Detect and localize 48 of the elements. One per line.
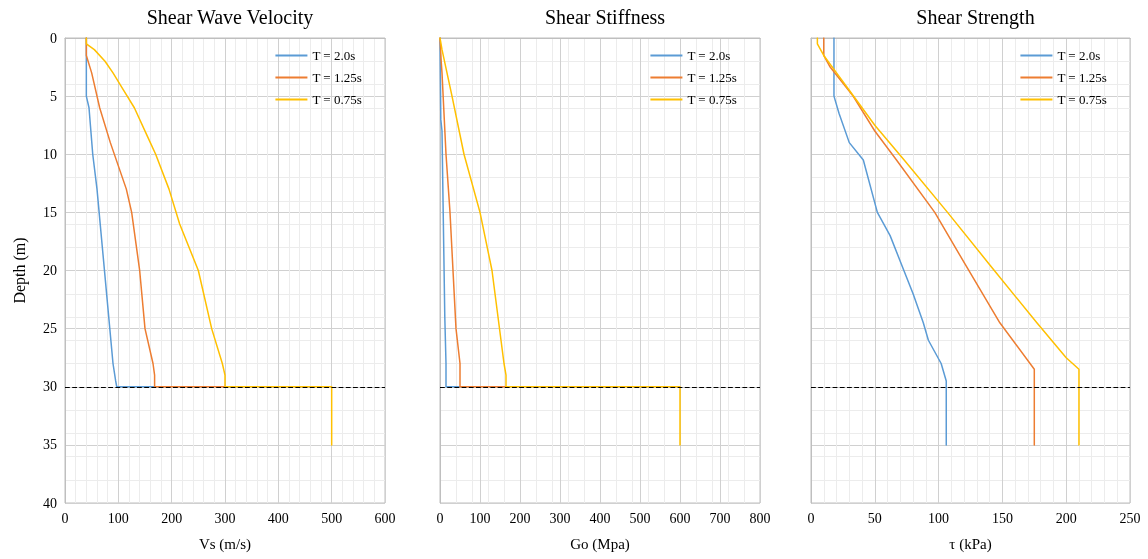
x-tick-label: 200	[509, 510, 531, 526]
y-tick-label: 40	[43, 495, 57, 511]
chart-title: Shear Stiffness	[544, 6, 666, 28]
x-tick-label: 500	[629, 510, 651, 526]
y-tick-label: 35	[43, 437, 57, 453]
y-tick-label: 10	[43, 146, 57, 162]
y-tick-label: 5	[50, 88, 57, 104]
legend-label: T = 1.25s	[687, 70, 737, 85]
legend-label: T = 2.0s	[1057, 48, 1101, 63]
legend-label: T = 2.0s	[312, 48, 356, 63]
x-tick-label: 250	[1119, 510, 1141, 526]
y-tick-label: 25	[43, 321, 57, 337]
x-tick-label: 800	[749, 510, 771, 526]
x-axis-title: Vs (m/s)	[198, 535, 252, 553]
legend-label: T = 0.75s	[312, 92, 362, 107]
legend-label: T = 0.75s	[1057, 92, 1107, 107]
y-tick-label: 15	[43, 204, 57, 220]
x-tick-label: 200	[1055, 510, 1077, 526]
x-tick-label: 200	[161, 510, 183, 526]
x-tick-label: 300	[214, 510, 236, 526]
x-tick-label: 100	[469, 510, 491, 526]
chart-title: Shear Strength	[916, 6, 1035, 29]
x-tick-label: 0	[61, 510, 69, 526]
x-tick-label: 400	[589, 510, 611, 526]
x-axis-title: Go (Mpa)	[570, 535, 630, 553]
x-tick-label: 0	[807, 510, 815, 526]
x-tick-label: 600	[669, 510, 691, 526]
legend-label: T = 1.25s	[1057, 70, 1107, 85]
x-axis-title: τ (kPa)	[949, 535, 992, 553]
x-tick-label: 100	[928, 510, 950, 526]
x-tick-label: 700	[709, 510, 731, 526]
x-tick-label: 300	[549, 510, 571, 526]
y-tick-label: 0	[50, 30, 57, 46]
legend-label: T = 1.25s	[312, 70, 362, 85]
x-tick-label: 0	[436, 510, 444, 526]
line-series	[85, 37, 333, 446]
y-tick-label: 30	[43, 379, 57, 395]
y-tick-label: 20	[43, 263, 57, 278]
x-tick-label: 500	[321, 510, 343, 526]
x-tick-label: 150	[991, 510, 1013, 526]
x-tick-label: 100	[107, 510, 129, 526]
x-tick-label: 600	[374, 510, 396, 526]
x-tick-label: 50	[867, 510, 882, 526]
legend-label: T = 0.75s	[687, 92, 737, 107]
y-axis-title: Depth (m)	[10, 237, 29, 304]
chart-title: Shear Wave Velocity	[146, 6, 314, 29]
legend-label: T = 2.0s	[687, 48, 731, 63]
x-tick-label: 400	[267, 510, 289, 526]
